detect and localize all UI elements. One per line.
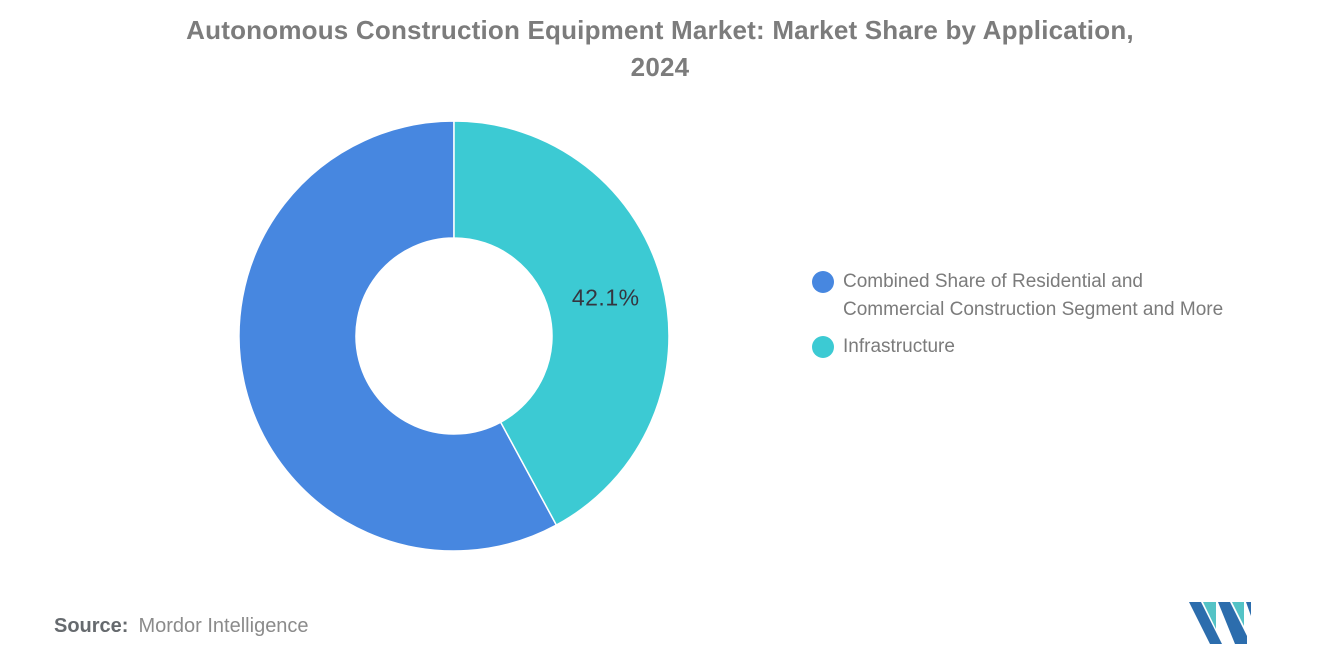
chart-title-line-2: 2024: [630, 52, 690, 82]
donut-segment-combined-share-of-residential-and-commer[interactable]: [239, 121, 558, 551]
chart-title: Autonomous Construction Equipment Market…: [0, 12, 1320, 86]
legend-marker-combined-share-icon: [812, 271, 834, 293]
donut-segment-infrastructure[interactable]: [453, 121, 669, 527]
legend-item-combined-share[interactable]: Combined Share of Residential and Commer…: [812, 268, 1317, 324]
source-note: Source: Mordor Intelligence: [54, 615, 309, 638]
logo-shape-right-triangle: [1232, 602, 1244, 626]
source-label: Source:: [54, 615, 129, 637]
legend-marker-infrastructure-icon: [812, 336, 834, 358]
logo-shape-left-bar: [1189, 602, 1222, 644]
mordor-intelligence-logo: [1189, 602, 1251, 644]
chart-title-line-1: Autonomous Construction Equipment Market…: [186, 15, 1134, 45]
logo-shape-corner-sliver: [1246, 602, 1251, 616]
donut-chart: 42.1%: [239, 121, 669, 551]
slice-data-label: 42.1%: [572, 285, 640, 311]
logo-shape-right-bar: [1218, 602, 1247, 644]
legend-label-infrastructure: Infrastructure: [843, 336, 955, 357]
legend-item-infrastructure[interactable]: Infrastructure: [812, 333, 1317, 361]
logo-shape-mid-triangle: [1203, 602, 1216, 629]
legend-label-combined-share: Combined Share of Residential and Commer…: [843, 271, 1224, 320]
legend: Combined Share of Residential and Commer…: [812, 268, 1317, 370]
source-value: Mordor Intelligence: [138, 615, 309, 637]
